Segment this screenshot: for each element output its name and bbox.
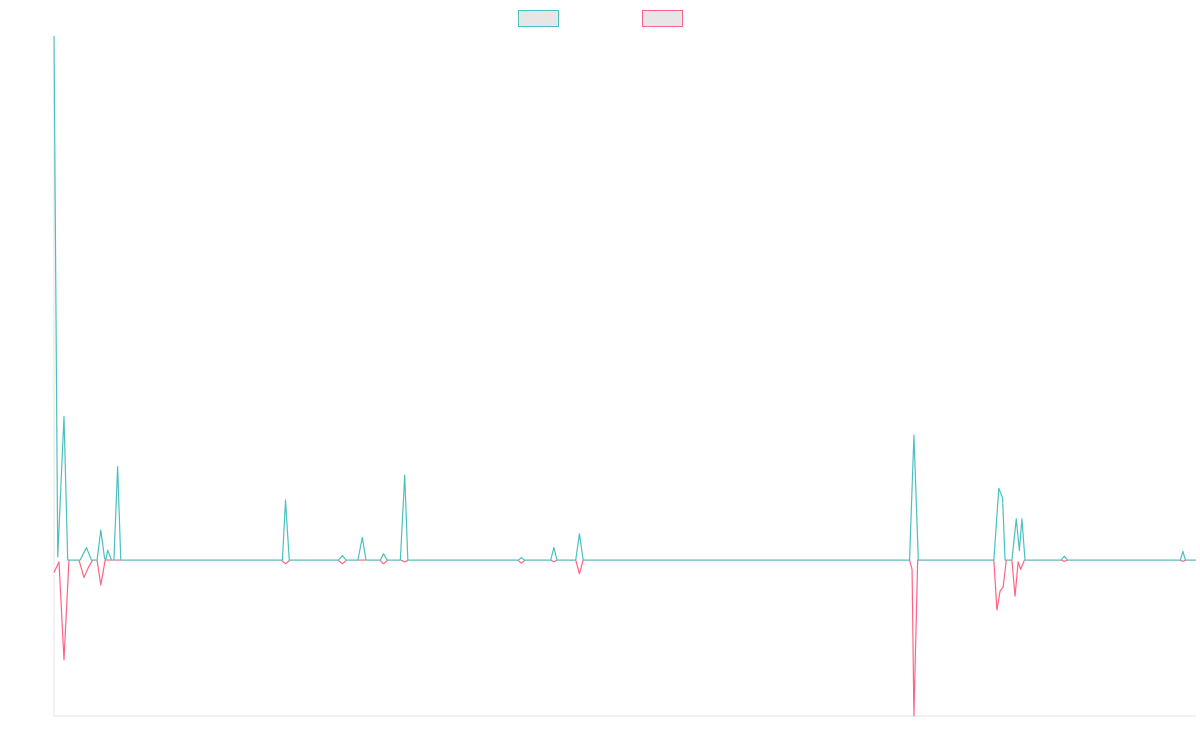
series-line-2	[53, 559, 1196, 717]
axes	[53, 36, 1196, 717]
legend	[518, 10, 683, 27]
legend-swatch-1[interactable]	[518, 10, 559, 27]
legend-swatch-2[interactable]	[642, 10, 683, 27]
series-layer	[53, 35, 1196, 717]
series-line-1	[53, 35, 1196, 561]
